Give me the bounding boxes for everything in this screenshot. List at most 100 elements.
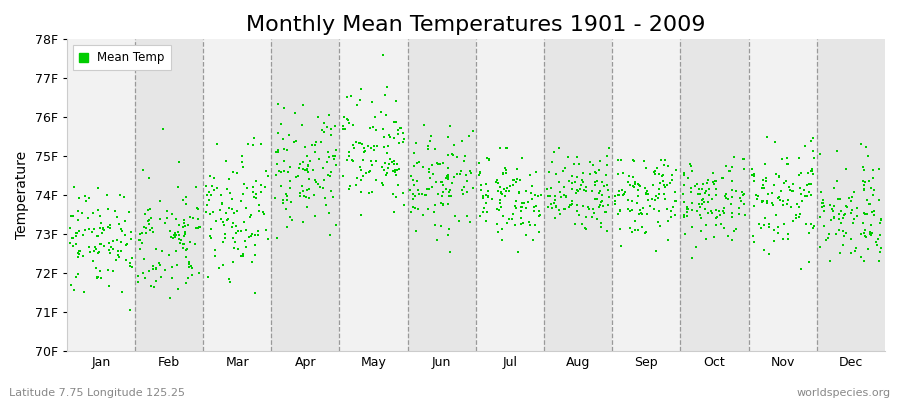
Point (622, 181, 636, 188)
Point (724, 164, 739, 170)
Point (293, 161, 308, 168)
Point (612, 192, 626, 198)
Point (357, 145, 372, 152)
Point (124, 229, 139, 236)
Point (441, 189, 455, 195)
Point (204, 226, 219, 232)
Point (344, 93, 358, 100)
Point (339, 116, 354, 122)
Point (634, 210, 649, 217)
Point (823, 258, 837, 265)
Point (454, 187, 469, 193)
Point (368, 114, 382, 120)
Point (491, 188, 506, 194)
Point (514, 215, 528, 222)
Point (794, 191, 808, 197)
Point (326, 194, 340, 201)
Point (757, 185, 771, 191)
Point (614, 243, 628, 250)
Point (658, 157, 672, 163)
Point (203, 235, 218, 241)
Point (746, 239, 760, 245)
Point (736, 191, 751, 198)
Point (857, 186, 871, 193)
Point (685, 254, 699, 261)
Point (287, 110, 302, 116)
Point (747, 177, 761, 184)
Point (169, 232, 184, 238)
Point (736, 155, 751, 162)
Point (586, 162, 600, 168)
Point (424, 133, 438, 139)
Point (300, 152, 314, 159)
Point (627, 181, 642, 187)
Point (532, 213, 546, 219)
Point (678, 231, 692, 238)
Point (204, 183, 219, 189)
Point (696, 196, 710, 202)
Point (633, 206, 647, 213)
Point (209, 218, 223, 225)
Point (806, 154, 821, 161)
Point (707, 178, 722, 184)
Point (385, 191, 400, 198)
Point (864, 222, 878, 228)
Point (776, 236, 790, 243)
Point (570, 187, 584, 194)
Point (369, 158, 383, 165)
Point (220, 215, 235, 222)
Point (597, 183, 611, 189)
Point (144, 283, 158, 290)
Point (388, 166, 402, 173)
Point (251, 232, 266, 238)
Point (705, 210, 719, 216)
Point (96, 243, 111, 250)
Point (652, 191, 666, 197)
Point (422, 186, 436, 192)
Point (859, 234, 873, 240)
Point (247, 135, 261, 141)
Point (125, 254, 140, 261)
Point (181, 222, 195, 228)
Point (692, 201, 706, 207)
Point (379, 172, 393, 178)
Point (854, 141, 868, 148)
Point (441, 151, 455, 158)
Point (239, 184, 254, 191)
Point (770, 230, 785, 236)
Point (592, 166, 607, 173)
Point (579, 184, 593, 190)
Point (425, 184, 439, 190)
Point (374, 180, 389, 186)
Point (626, 157, 640, 163)
Point (380, 170, 394, 176)
Point (829, 231, 843, 237)
Point (867, 208, 881, 214)
Point (308, 212, 322, 219)
Point (435, 179, 449, 185)
Point (89, 246, 104, 252)
Point (491, 179, 505, 186)
Point (651, 195, 665, 201)
Point (283, 178, 297, 184)
Point (158, 267, 173, 274)
Point (813, 244, 827, 250)
Point (328, 147, 343, 154)
Point (630, 181, 644, 187)
Point (502, 216, 517, 223)
Point (636, 157, 651, 164)
Point (594, 199, 608, 205)
Point (804, 138, 818, 144)
Point (725, 177, 740, 184)
Point (106, 268, 121, 275)
Point (391, 127, 405, 133)
Point (700, 210, 715, 216)
Point (499, 170, 513, 176)
Point (452, 218, 466, 224)
Point (338, 114, 352, 121)
Point (628, 178, 643, 185)
Point (257, 183, 272, 190)
Point (856, 186, 870, 192)
Point (236, 251, 250, 258)
Point (716, 210, 731, 216)
